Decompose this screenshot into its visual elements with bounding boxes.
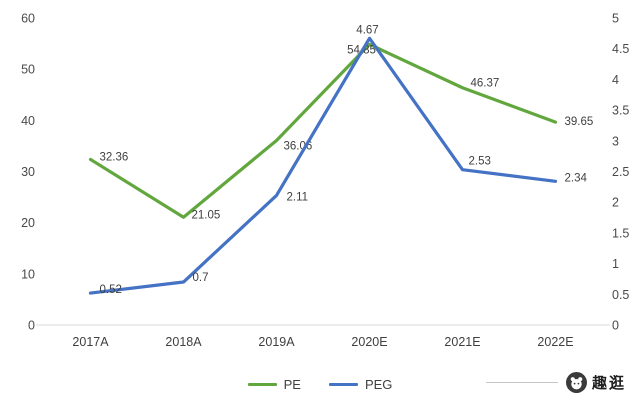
right-axis-tick: 1 [612, 257, 619, 271]
pe-data-label: 46.37 [471, 78, 500, 90]
left-axis-tick: 0 [28, 319, 35, 333]
peg-data-label: 2.34 [565, 172, 588, 184]
watermark-divider [485, 382, 558, 383]
x-axis-label: 2020E [351, 335, 387, 349]
legend-label-peg: PEG [364, 377, 393, 392]
peg-line [88, 36, 558, 295]
legend-label-pe: PE [283, 377, 301, 392]
left-axis-tick: 50 [21, 63, 35, 77]
pe-line-swatch [247, 382, 277, 387]
right-axis-tick: 2.5 [612, 165, 629, 179]
left-axis-tick: 30 [21, 165, 35, 179]
left-axis-tick: 40 [21, 114, 35, 128]
right-axis-tick: 2 [612, 196, 619, 210]
panda-logo-icon [565, 372, 587, 393]
watermark-text: 趣逛 [591, 375, 626, 392]
right-axis-tick: 5 [612, 12, 619, 26]
peg-data-label: 4.67 [356, 24, 378, 36]
peg-data-label: 0.52 [100, 284, 122, 296]
legend-item-peg: PEG [328, 377, 393, 392]
watermark: 趣逛 [485, 372, 626, 393]
right-axis-tick: 1.5 [612, 226, 629, 240]
peg-line-swatch [328, 382, 358, 387]
left-axis-tick: 20 [21, 216, 35, 230]
pe-line [88, 42, 558, 219]
right-axis-tick: 4.5 [612, 42, 629, 56]
right-axis-tick: 3 [612, 134, 619, 148]
right-axis-tick: 0.5 [612, 288, 629, 302]
peg-data-label: 2.53 [469, 156, 491, 168]
x-axis-label: 2017A [72, 335, 109, 349]
right-axis-tick: 3.5 [612, 104, 629, 118]
left-axis-tick: 60 [21, 12, 35, 26]
pe-data-label: 39.65 [565, 116, 594, 128]
right-axis-tick: 4 [612, 73, 619, 87]
peg-data-label: 0.7 [193, 272, 209, 284]
chart-legend: PE PEG [0, 377, 640, 392]
left-axis-tick: 10 [21, 267, 35, 281]
peg-data-label: 2.11 [287, 191, 309, 203]
pe-data-label: 32.36 [100, 151, 129, 163]
x-axis-label: 2019A [258, 335, 295, 349]
x-axis-label: 2022E [537, 335, 573, 349]
x-axis-label: 2018A [165, 335, 202, 349]
x-axis-label: 2021E [444, 335, 480, 349]
right-axis-tick: 0 [612, 319, 619, 333]
pe-data-label: 21.05 [192, 209, 221, 221]
legend-item-pe: PE [247, 377, 301, 392]
